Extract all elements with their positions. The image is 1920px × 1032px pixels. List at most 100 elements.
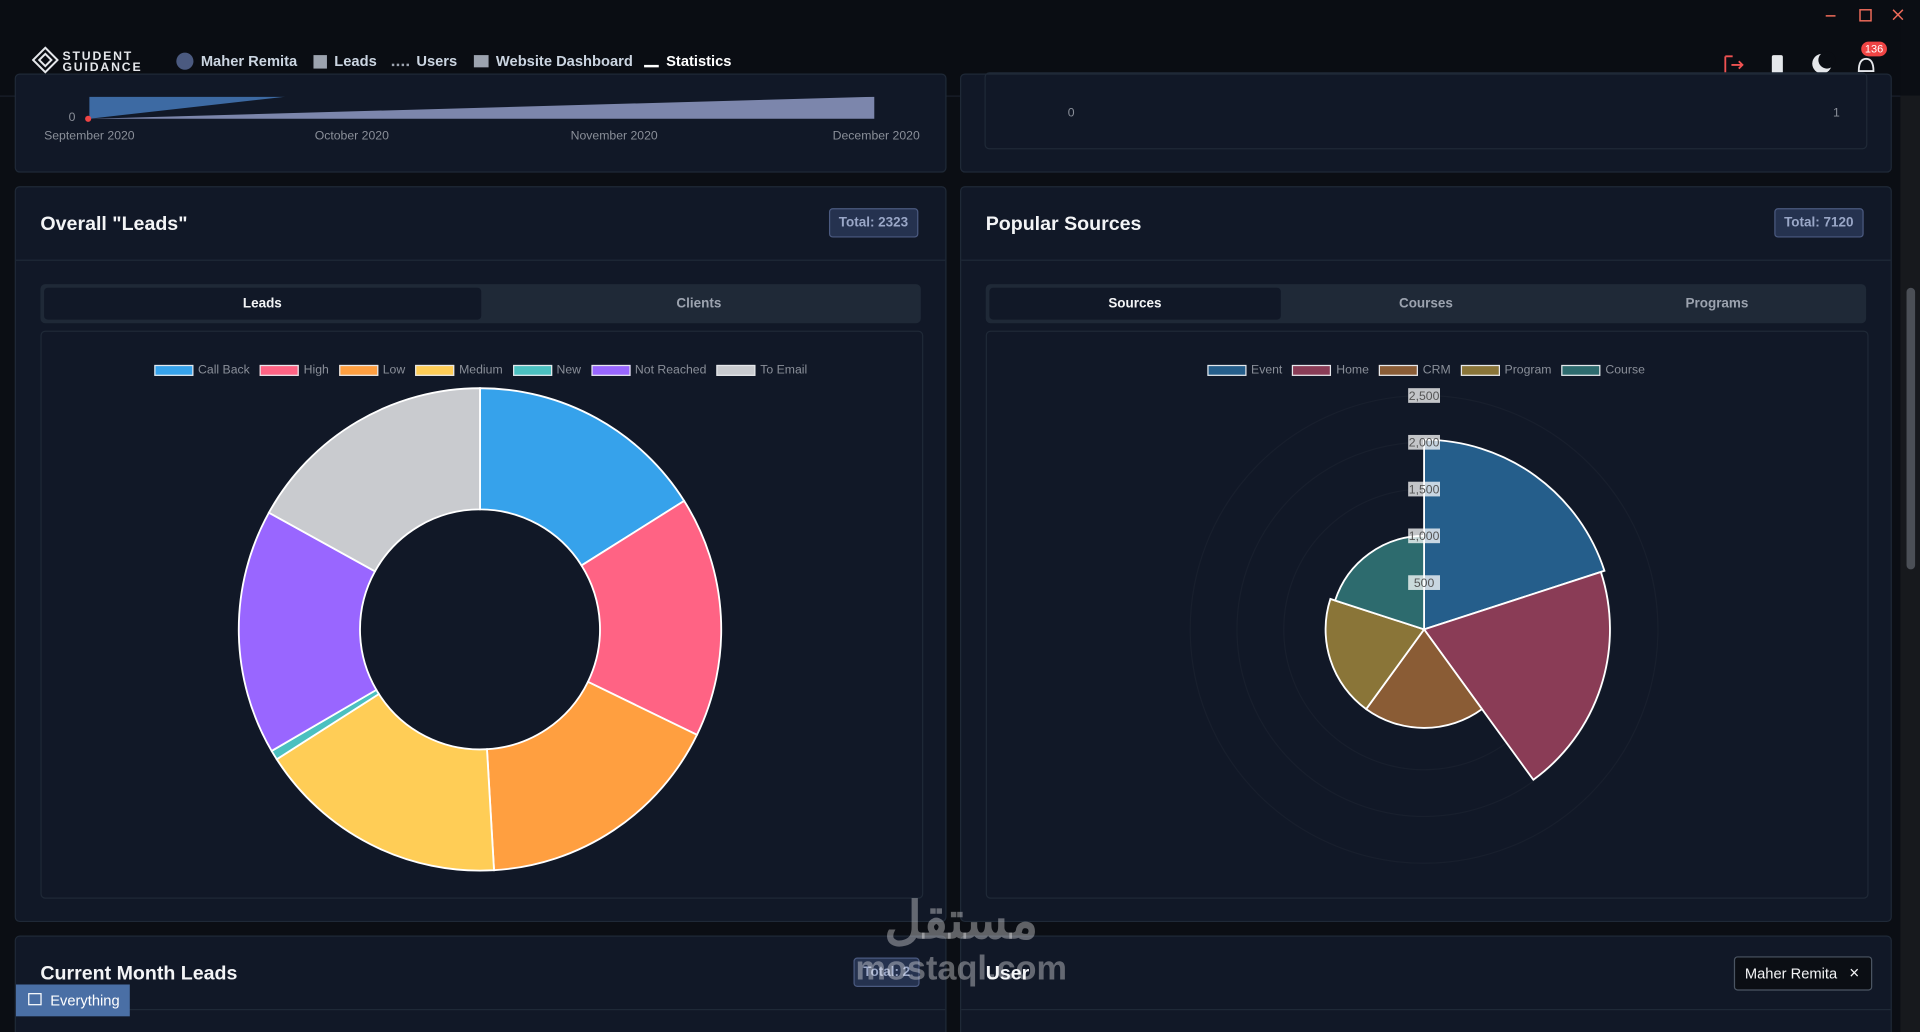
- divider: [961, 1008, 1891, 1011]
- sources-panel: Popular Sources Total: 7120 Sources Cour…: [960, 186, 1892, 923]
- legend-item[interactable]: Home: [1292, 364, 1369, 377]
- legend-label: Course: [1605, 363, 1645, 378]
- top-right-panel: 0 1: [960, 72, 1892, 173]
- chart-box: [985, 330, 1869, 899]
- chart-box: [984, 72, 1868, 150]
- watermark-latin: mostaql.com: [855, 948, 1067, 987]
- brand-bottom: GUIDANCE: [62, 61, 143, 75]
- nav-website[interactable]: Website Dashboard: [473, 52, 633, 70]
- legend-item[interactable]: Medium: [415, 364, 503, 377]
- y-tick-label: 500: [1414, 576, 1435, 590]
- tab[interactable]: Leads: [44, 287, 481, 320]
- polar-segment: [1364, 627, 1484, 729]
- legend-label: CRM: [1422, 363, 1451, 378]
- legend-swatch: [1292, 364, 1332, 376]
- user-filter[interactable]: Maher Remita ×: [1733, 956, 1873, 991]
- nav-label: Leads: [334, 52, 377, 70]
- tab[interactable]: Clients: [676, 296, 722, 312]
- chart-box: [40, 330, 924, 899]
- x-tick-label: September 2020: [44, 129, 135, 144]
- doughnut-segment: [267, 387, 481, 573]
- legend-item[interactable]: High: [259, 363, 329, 378]
- panel-title: User: [985, 963, 1030, 985]
- legend-label: Not Reached: [634, 363, 707, 378]
- panel-title: Popular Sources: [985, 214, 1142, 236]
- legend-item[interactable]: Event: [1206, 363, 1283, 378]
- legend-label: Medium: [459, 363, 503, 378]
- tick-label-bg: [1408, 388, 1441, 403]
- x-tick-label: November 2020: [570, 129, 658, 144]
- total-badge: Total: 2323: [828, 208, 918, 238]
- doughnut-segment: [479, 387, 686, 567]
- tab[interactable]: Sources: [989, 287, 1281, 320]
- logo: [31, 46, 59, 74]
- legend-item[interactable]: Low: [338, 364, 405, 377]
- nav-profile[interactable]: Maher Remita: [176, 52, 298, 70]
- tab[interactable]: Programs: [1685, 296, 1749, 312]
- legend-item[interactable]: New: [512, 364, 581, 377]
- button-label: Everything: [50, 991, 120, 1009]
- nav-label: Website Dashboard: [495, 52, 633, 70]
- trend-panel: 0 September 2020 October 2020 November 2…: [14, 73, 947, 173]
- legend-label: High: [303, 363, 329, 378]
- x-tick-label: December 2020: [832, 129, 920, 144]
- current-month-panel: Current Month Leads Total: 2: [14, 935, 947, 1032]
- user-panel: User Maher Remita ×: [960, 935, 1892, 1032]
- y-tick-label: 2,500: [1409, 389, 1440, 403]
- nav-statistics[interactable]: Statistics: [644, 53, 731, 70]
- trend-area: [85, 96, 875, 122]
- doughnut-segment: [275, 692, 495, 872]
- legend-item[interactable]: Not Reached: [590, 363, 707, 378]
- divider: [15, 259, 946, 261]
- legend-swatch: [1378, 364, 1418, 376]
- legend-swatch: [259, 364, 299, 376]
- y-tick-label: 2,000: [1409, 436, 1440, 450]
- legend-label: Home: [1336, 363, 1369, 378]
- tick-label-bg: [1408, 481, 1441, 497]
- watermark-arabic: مستقل: [884, 891, 1039, 949]
- legend-item[interactable]: Course: [1561, 364, 1645, 377]
- legend: Event Home CRM Program Course: [986, 364, 1866, 377]
- x-tick-label: October 2020: [314, 129, 389, 144]
- legend-label: To Email: [760, 363, 808, 378]
- y-tick-label: 1,000: [1409, 529, 1440, 543]
- tick-label-bg: [1408, 528, 1441, 544]
- nav-label: Maher Remita: [200, 52, 298, 70]
- legend-swatch: [716, 364, 756, 376]
- polar-segment: [1422, 570, 1611, 782]
- nav-users[interactable]: Users: [391, 52, 458, 70]
- nav-label: Users: [416, 52, 458, 70]
- polar-segment: [1324, 597, 1426, 711]
- x-tick-label: 1: [1833, 106, 1840, 121]
- window-controls[interactable]: [1822, 6, 1910, 26]
- legend-item[interactable]: To Email: [716, 364, 807, 377]
- legend-label: Program: [1504, 363, 1552, 378]
- legend-item[interactable]: Program: [1460, 363, 1552, 378]
- legend-swatch: [1206, 364, 1247, 376]
- tab[interactable]: Courses: [1398, 296, 1453, 312]
- legend-swatch: [512, 364, 552, 376]
- legend-swatch: [153, 364, 194, 376]
- legend-swatch: [590, 364, 631, 376]
- legend-item[interactable]: Call Back: [153, 364, 250, 377]
- panel-title: Overall "Leads": [40, 214, 188, 236]
- panel-title: Current Month Leads: [40, 963, 238, 985]
- doughnut-segment: [486, 680, 699, 872]
- y-tick-label: 1,500: [1409, 482, 1440, 496]
- tabs: Sources Courses Programs: [985, 284, 1867, 324]
- legend-item[interactable]: CRM: [1378, 363, 1451, 378]
- everything-button[interactable]: Everything: [15, 984, 130, 1017]
- scrollbar[interactable]: [1900, 95, 1920, 1032]
- legend: Call Back High Low Medium New Not Reached To E…: [40, 364, 920, 377]
- divider: [961, 259, 1891, 261]
- notification-badge[interactable]: 136: [1861, 41, 1887, 57]
- y-tick-label: 0: [68, 111, 76, 125]
- legend-label: Event: [1251, 363, 1283, 378]
- nav-leads[interactable]: Leads: [313, 52, 377, 70]
- legend-swatch: [415, 364, 455, 376]
- legend-label: New: [556, 363, 582, 378]
- polar-segment: [1423, 438, 1606, 631]
